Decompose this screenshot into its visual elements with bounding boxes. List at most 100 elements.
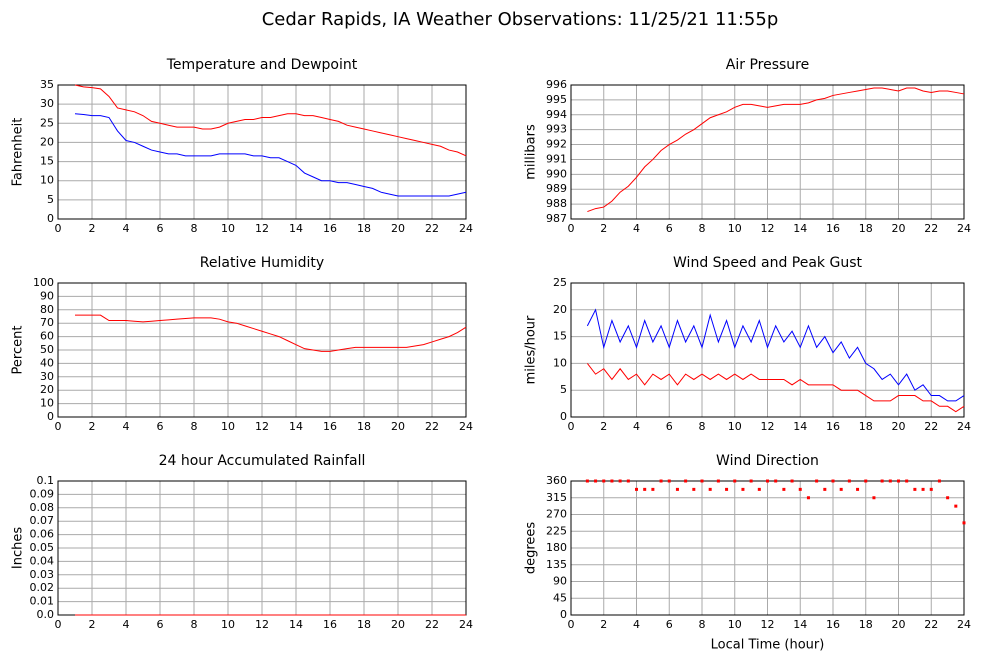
data-point (831, 479, 835, 483)
x-tick-label: 14 (793, 420, 807, 433)
plot-frame (57, 84, 467, 220)
x-tick-label: 6 (157, 618, 164, 631)
y-axis-label: Percent (11, 326, 26, 375)
x-tick-label: 4 (123, 222, 130, 235)
panel-title: Wind Direction (716, 453, 819, 469)
y-tick-label: 180 (546, 541, 567, 554)
data-point (618, 479, 622, 483)
x-tick-label: 6 (666, 222, 673, 235)
x-tick-label: 2 (600, 420, 607, 433)
y-tick-label: 994 (546, 108, 567, 121)
y-tick-label: 987 (546, 212, 567, 225)
data-point (635, 487, 638, 491)
y-tick-label: 989 (546, 182, 567, 195)
y-tick-label: 995 (546, 93, 567, 106)
page-title: Cedar Rapids, IA Weather Observations: 1… (262, 9, 779, 30)
x-tick-label: 10 (728, 222, 742, 235)
x-tick-label: 6 (157, 420, 164, 433)
data-point (700, 479, 704, 483)
y-tick-label: 20 (40, 135, 54, 148)
y-tick-label: 993 (546, 123, 567, 136)
x-tick-label: 22 (924, 420, 938, 433)
data-point (798, 487, 802, 491)
x-tick-label: 24 (957, 420, 971, 433)
x-tick-label: 18 (859, 618, 873, 631)
x-tick-label: 22 (924, 618, 938, 631)
data-point (806, 496, 810, 500)
y-tick-label: 315 (546, 491, 567, 504)
x-tick-label: 24 (957, 222, 971, 235)
data-point (749, 479, 753, 483)
y-tick-label: 10 (553, 356, 567, 369)
x-tick-label: 8 (699, 618, 706, 631)
data-point (659, 479, 663, 483)
y-tick-label: 15 (553, 330, 567, 343)
data-point (905, 479, 909, 483)
x-tick-label: 22 (924, 222, 938, 235)
x-tick-label: 0 (568, 420, 575, 433)
data-point (716, 479, 720, 483)
x-tick-label: 20 (892, 222, 906, 235)
data-point (897, 479, 900, 483)
x-tick-label: 8 (699, 222, 706, 235)
y-tick-label: 25 (40, 116, 54, 129)
x-tick-label: 0 (55, 420, 62, 433)
y-tick-label: 10 (40, 174, 54, 187)
x-tick-label: 10 (728, 420, 742, 433)
x-tick-label: 14 (289, 420, 303, 433)
y-tick-label: 40 (40, 356, 54, 369)
x-tick-label: 0 (568, 618, 575, 631)
y-tick-label: 15 (40, 155, 54, 168)
data-point (766, 479, 769, 483)
x-tick-label: 6 (157, 222, 164, 235)
y-tick-label: 0 (47, 410, 54, 423)
y-tick-label: 0.07 (30, 514, 55, 527)
y-tick-label: 0.03 (30, 568, 55, 581)
plot-frame (570, 282, 965, 418)
x-tick-label: 8 (191, 222, 198, 235)
y-tick-label: 5 (47, 193, 54, 206)
x-tick-label: 8 (191, 618, 198, 631)
x-tick-label: 16 (826, 618, 840, 631)
x-tick-label: 18 (859, 420, 873, 433)
x-tick-label: 16 (826, 420, 840, 433)
x-tick-label: 2 (89, 222, 96, 235)
y-tick-label: 50 (40, 343, 54, 356)
y-tick-label: 0.0 (37, 608, 55, 621)
data-point (847, 479, 851, 483)
x-tick-label: 12 (255, 222, 269, 235)
data-line (586, 363, 965, 413)
y-tick-label: 360 (546, 474, 567, 487)
x-tick-label: 20 (391, 420, 405, 433)
x-tick-label: 16 (323, 618, 337, 631)
y-tick-label: 0.05 (30, 541, 55, 554)
y-tick-label: 20 (553, 303, 567, 316)
y-tick-label: 0 (47, 212, 54, 225)
y-tick-label: 5 (560, 383, 567, 396)
y-tick-label: 990 (546, 167, 567, 180)
plot-frame (57, 282, 467, 418)
x-tick-label: 24 (957, 618, 971, 631)
x-tick-label: 6 (666, 420, 673, 433)
data-point (643, 487, 647, 491)
panel-title: 24 hour Accumulated Rainfall (159, 453, 366, 469)
data-point (733, 479, 737, 483)
x-tick-label: 12 (255, 420, 269, 433)
panel-title: Air Pressure (726, 57, 809, 73)
x-tick-label: 14 (793, 618, 807, 631)
x-tick-label: 4 (633, 420, 640, 433)
x-tick-label: 2 (89, 420, 96, 433)
y-axis-label: millibars (524, 124, 539, 180)
y-tick-label: 30 (40, 97, 54, 110)
x-tick-label: 20 (391, 618, 405, 631)
y-tick-label: 0.1 (37, 474, 55, 487)
x-tick-label: 2 (89, 618, 96, 631)
y-tick-label: 225 (546, 524, 567, 537)
y-tick-label: 35 (40, 78, 54, 91)
x-tick-label: 8 (699, 420, 706, 433)
x-tick-label: 14 (793, 222, 807, 235)
x-tick-label: 18 (357, 618, 371, 631)
y-axis-label: degrees (524, 522, 539, 575)
x-tick-label: 12 (255, 618, 269, 631)
